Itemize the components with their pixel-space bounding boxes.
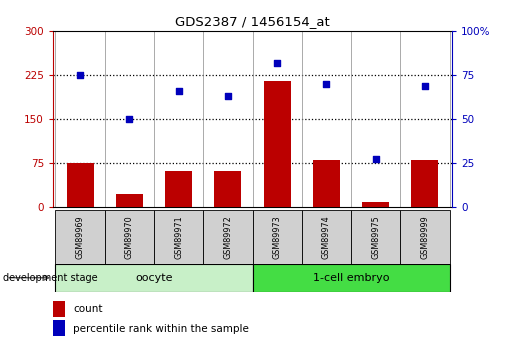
Text: GSM89975: GSM89975 [371, 215, 380, 259]
Point [372, 157, 380, 162]
Text: GSM89969: GSM89969 [76, 215, 85, 259]
Text: count: count [73, 304, 103, 314]
Bar [105, 210, 154, 264]
Bar [313, 160, 340, 207]
Text: oocyte: oocyte [135, 273, 173, 283]
Bar [203, 210, 252, 264]
Text: percentile rank within the sample: percentile rank within the sample [73, 324, 249, 334]
Bar [412, 160, 438, 207]
Point [175, 88, 183, 93]
Bar [400, 210, 449, 264]
Point [322, 81, 330, 87]
Text: GSM89972: GSM89972 [223, 215, 232, 259]
Point [76, 72, 84, 78]
Bar [252, 264, 449, 292]
Point [273, 60, 281, 66]
Text: GSM89974: GSM89974 [322, 215, 331, 259]
Bar [252, 210, 302, 264]
Text: GSM89999: GSM89999 [420, 215, 429, 259]
Bar [53, 301, 65, 317]
Text: development stage: development stage [3, 273, 97, 283]
Bar [214, 171, 241, 207]
Text: 1-cell embryo: 1-cell embryo [313, 273, 389, 283]
Bar [302, 210, 351, 264]
Bar [56, 264, 252, 292]
Point [421, 83, 429, 88]
Bar [165, 171, 192, 207]
Bar [154, 210, 203, 264]
Point [125, 116, 133, 122]
Text: GSM89973: GSM89973 [273, 215, 282, 259]
Text: GSM89970: GSM89970 [125, 215, 134, 259]
Bar [53, 320, 65, 336]
Text: GSM89971: GSM89971 [174, 215, 183, 259]
Point [224, 93, 232, 99]
Bar [67, 163, 93, 207]
Bar [362, 202, 389, 207]
Bar [351, 210, 400, 264]
Bar [264, 81, 291, 207]
Bar [56, 210, 105, 264]
Title: GDS2387 / 1456154_at: GDS2387 / 1456154_at [175, 16, 330, 29]
Bar [116, 194, 143, 207]
